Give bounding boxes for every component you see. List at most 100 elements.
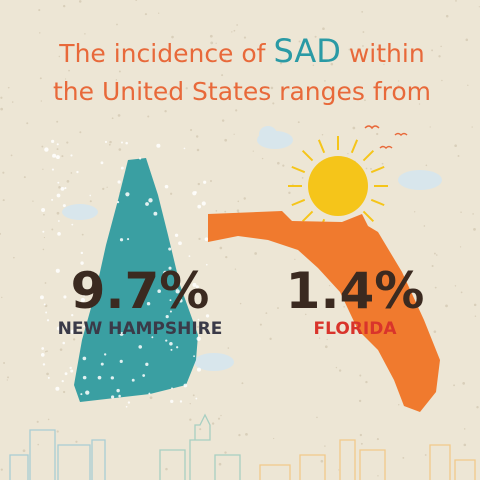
- speck: [324, 345, 328, 349]
- stat-value: 1.4%: [286, 262, 425, 320]
- snowflake: [118, 394, 121, 398]
- speck: [324, 445, 326, 447]
- speck: [423, 225, 426, 227]
- speck: [116, 57, 119, 60]
- snowflake: [82, 294, 86, 297]
- speck: [322, 27, 325, 31]
- speck: [118, 148, 122, 151]
- bird: [364, 125, 380, 130]
- title-line-1: The incidence of SAD within: [58, 32, 424, 70]
- snowflake: [165, 339, 168, 342]
- snowflake: [47, 376, 50, 379]
- speck: [359, 374, 362, 377]
- snowflake: [70, 369, 74, 373]
- speck: [462, 382, 466, 385]
- speck: [209, 34, 213, 38]
- speck: [58, 186, 61, 189]
- snowflake: [57, 220, 60, 222]
- speck: [381, 162, 384, 165]
- speck: [440, 45, 442, 48]
- speck: [7, 376, 9, 379]
- speck: [7, 86, 10, 89]
- snowflake: [178, 241, 182, 246]
- speck: [224, 138, 228, 142]
- speck: [433, 330, 437, 333]
- snowflake: [71, 223, 74, 226]
- speck: [465, 38, 469, 42]
- snowflake: [125, 405, 128, 408]
- snowflake: [125, 192, 130, 197]
- speck: [347, 152, 349, 155]
- speck: [45, 351, 47, 353]
- speck: [196, 148, 200, 152]
- speck: [376, 132, 379, 136]
- speck: [239, 302, 242, 305]
- sun-ray: [370, 165, 385, 174]
- snowflake: [55, 155, 60, 160]
- snowflake: [142, 374, 146, 377]
- sun-ray: [370, 198, 385, 207]
- snowflake: [46, 319, 50, 322]
- speck: [64, 78, 67, 80]
- snowflake: [40, 353, 45, 357]
- snowflake: [63, 295, 67, 299]
- snowflake: [171, 387, 173, 390]
- speck: [106, 186, 108, 188]
- snowflake: [43, 303, 46, 306]
- cloud: [259, 126, 277, 142]
- speck: [233, 29, 236, 32]
- snowflake: [146, 301, 151, 306]
- speck: [241, 382, 244, 385]
- speck: [360, 442, 363, 445]
- speck: [460, 291, 463, 294]
- snowflake: [89, 194, 92, 197]
- speck: [348, 48, 351, 51]
- speck: [164, 110, 167, 113]
- buildings: [159, 413, 241, 480]
- snowflake: [51, 168, 55, 171]
- speck: [425, 164, 428, 167]
- snowflake: [70, 154, 73, 157]
- speck: [377, 475, 379, 477]
- snowflake: [41, 207, 46, 212]
- snowflake: [126, 237, 130, 241]
- snowflake: [148, 392, 151, 395]
- snowflake: [179, 400, 183, 403]
- stat-label: FLORIDA: [314, 319, 398, 339]
- snowflake: [82, 356, 87, 361]
- sun-ray: [317, 139, 326, 154]
- speck: [370, 167, 372, 170]
- snowflake: [195, 285, 199, 289]
- speck: [0, 96, 3, 99]
- snowflake: [168, 266, 172, 270]
- snowflake: [64, 187, 67, 190]
- snowflake: [64, 372, 68, 376]
- speck: [2, 199, 5, 202]
- snowflake: [62, 341, 66, 345]
- speck: [215, 210, 218, 212]
- speck: [457, 155, 460, 157]
- snowflake: [138, 157, 142, 160]
- speck: [398, 80, 400, 82]
- snowflake: [110, 376, 114, 380]
- snowflake: [110, 395, 115, 399]
- speck: [23, 176, 26, 179]
- speck: [215, 42, 217, 44]
- speck: [40, 100, 43, 102]
- sun: [288, 136, 388, 236]
- snowflake: [131, 378, 135, 382]
- speck: [221, 119, 225, 122]
- speck: [330, 62, 334, 66]
- speck: [227, 347, 230, 349]
- speck: [231, 31, 233, 33]
- speck: [254, 252, 257, 255]
- speck: [41, 145, 44, 148]
- speck: [364, 99, 366, 102]
- speck: [44, 282, 47, 284]
- snowflake: [57, 232, 61, 236]
- snow: [40, 139, 210, 408]
- speck: [431, 49, 434, 52]
- speck: [189, 418, 192, 421]
- speck: [0, 468, 3, 471]
